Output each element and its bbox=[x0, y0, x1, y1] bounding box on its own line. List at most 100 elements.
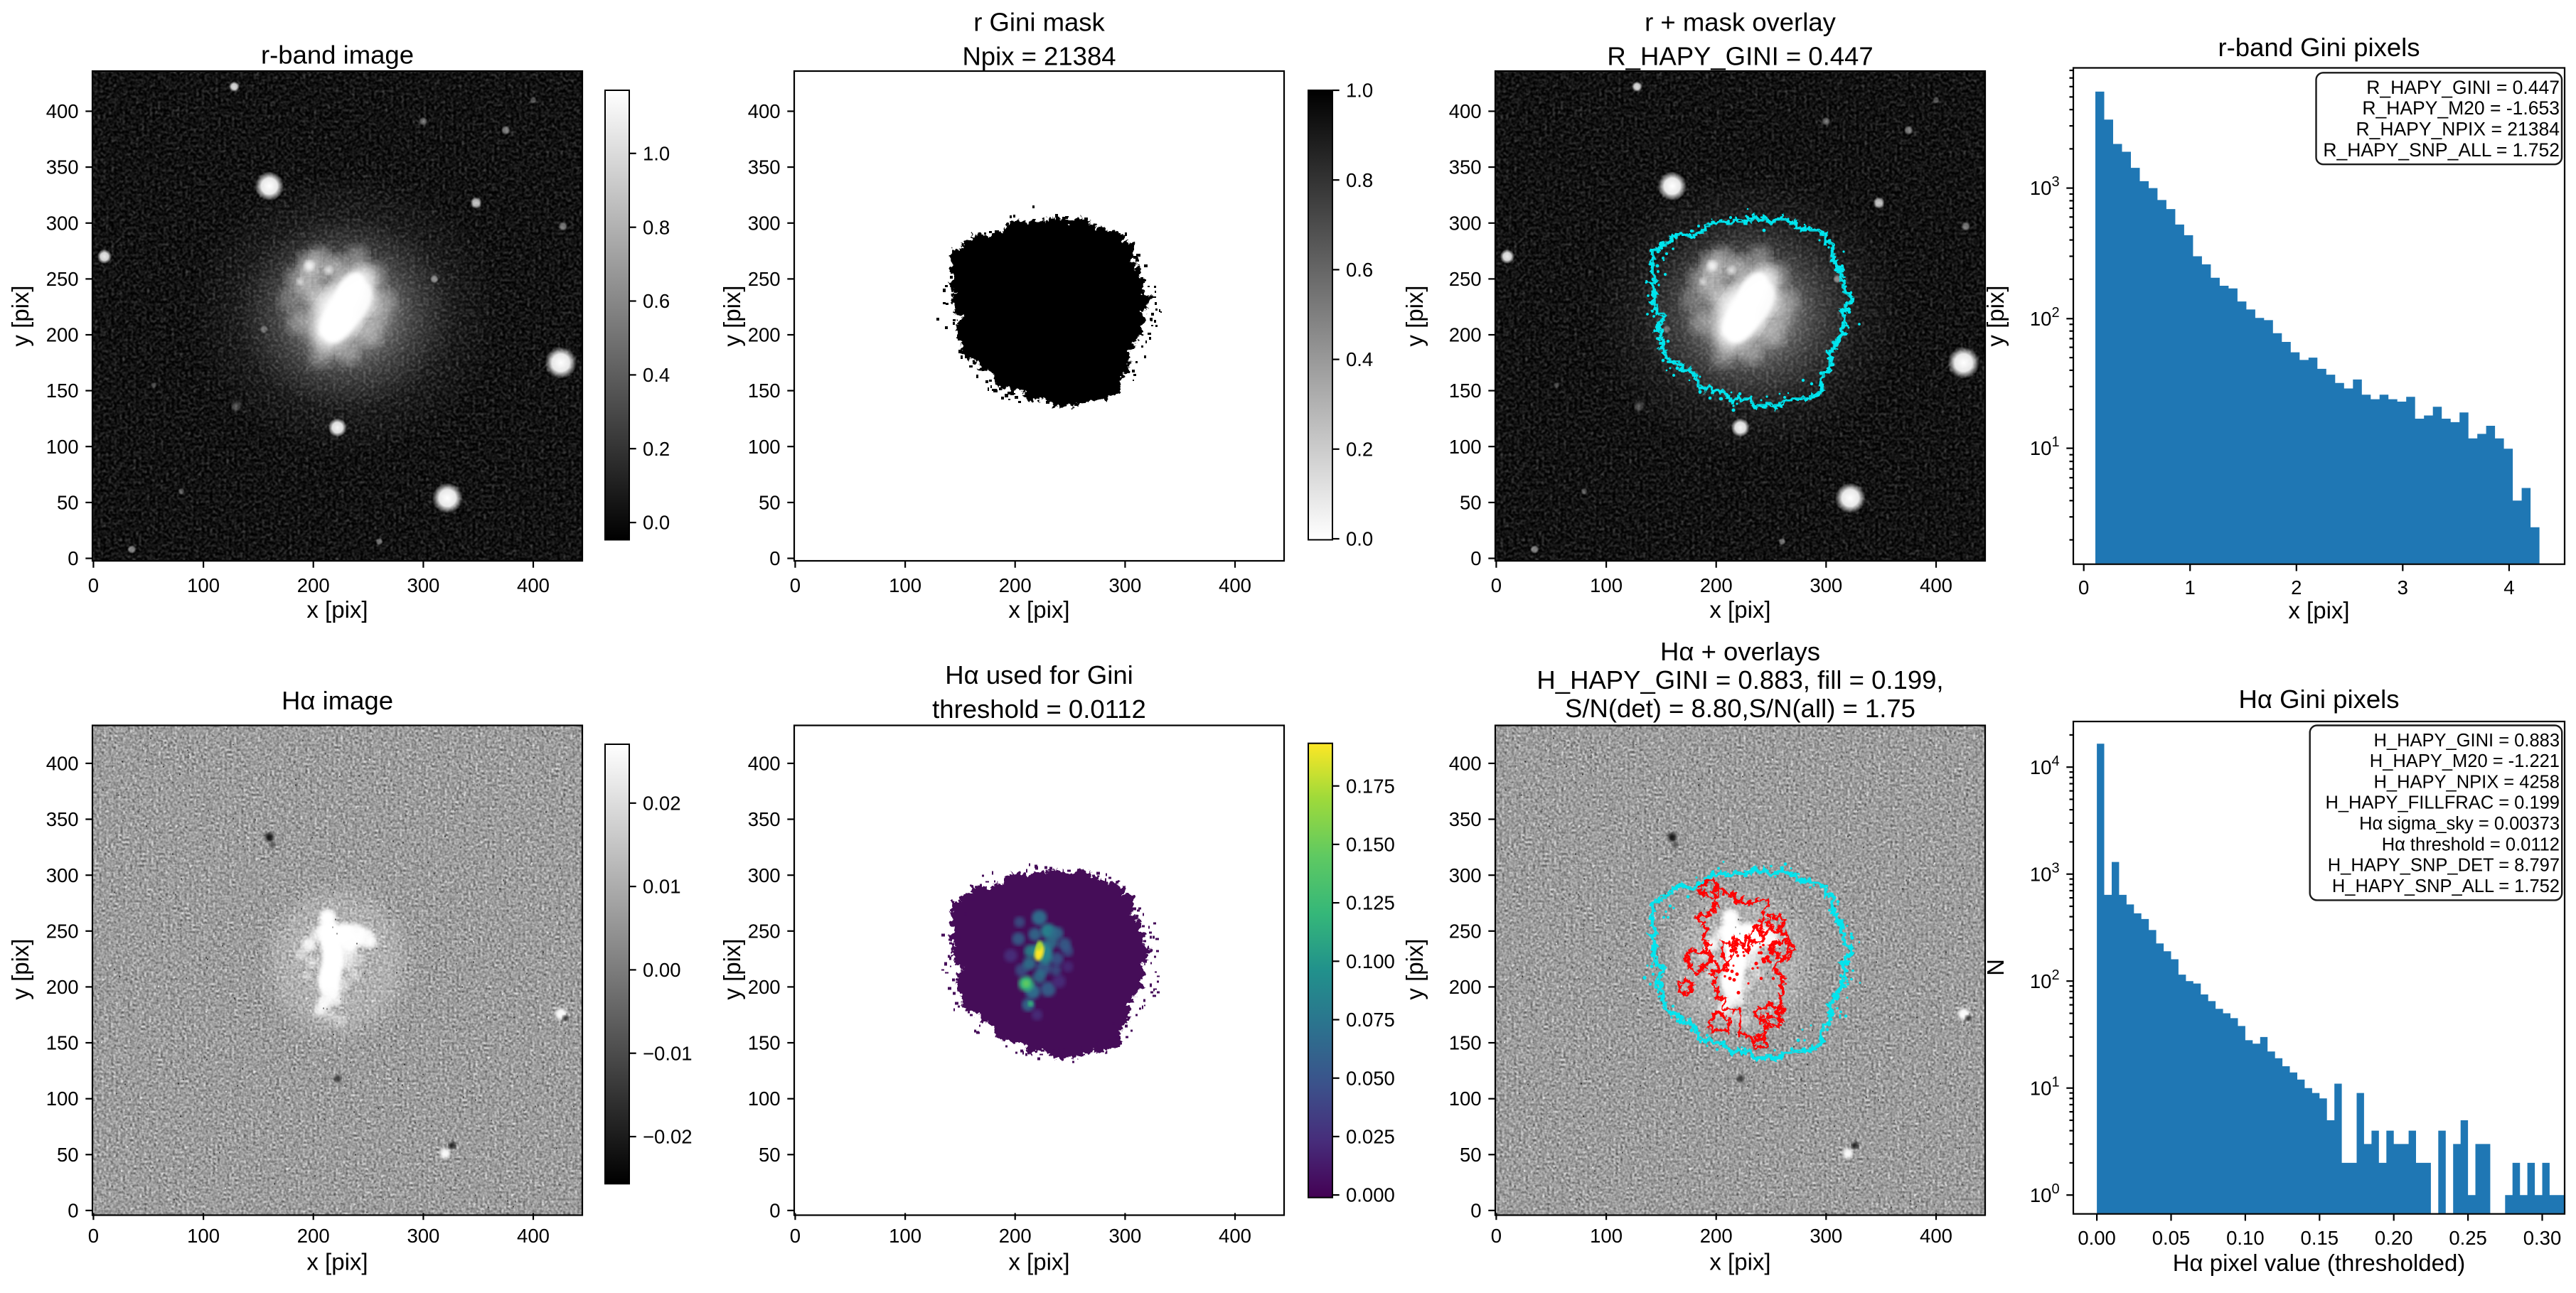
svg-text:y [pix]: y [pix] bbox=[7, 938, 33, 999]
svg-text:H_HAPY_NPIX = 4258: H_HAPY_NPIX = 4258 bbox=[2373, 772, 2560, 792]
svg-text:100: 100 bbox=[46, 1088, 79, 1110]
svg-text:x [pix]: x [pix] bbox=[1709, 1249, 1770, 1275]
svg-text:y [pix]: y [pix] bbox=[1401, 285, 1428, 346]
svg-text:100: 100 bbox=[889, 574, 921, 596]
svg-text:300: 300 bbox=[1449, 864, 1482, 886]
svg-text:200: 200 bbox=[1700, 574, 1733, 596]
svg-text:100: 100 bbox=[748, 1088, 781, 1110]
svg-text:r-band image: r-band image bbox=[261, 41, 414, 70]
svg-text:y [pix]: y [pix] bbox=[1982, 285, 2009, 346]
svg-text:0.0: 0.0 bbox=[643, 512, 670, 534]
svg-text:0.150: 0.150 bbox=[1346, 834, 1395, 856]
svg-text:0: 0 bbox=[88, 574, 99, 596]
svg-text:x [pix]: x [pix] bbox=[1008, 596, 1069, 623]
svg-text:H_HAPY_GINI = 0.883: H_HAPY_GINI = 0.883 bbox=[2373, 731, 2560, 751]
svg-text:S/N(det) = 8.80,S/N(all) = 1.7: S/N(det) = 8.80,S/N(all) = 1.75 bbox=[1565, 694, 1915, 723]
svg-text:H_HAPY_SNP_DET = 8.797: H_HAPY_SNP_DET = 8.797 bbox=[2328, 856, 2560, 876]
svg-text:400: 400 bbox=[1449, 100, 1482, 122]
svg-text:R_HAPY_SNP_ALL = 1.752: R_HAPY_SNP_ALL = 1.752 bbox=[2323, 139, 2560, 161]
svg-text:0.025: 0.025 bbox=[1346, 1126, 1395, 1148]
svg-text:200: 200 bbox=[297, 1225, 330, 1247]
svg-text:300: 300 bbox=[46, 864, 79, 886]
svg-text:150: 150 bbox=[46, 1032, 79, 1054]
svg-text:50: 50 bbox=[1460, 492, 1482, 514]
svg-text:0.02: 0.02 bbox=[643, 792, 681, 814]
svg-text:400: 400 bbox=[46, 100, 79, 122]
svg-text:350: 350 bbox=[46, 808, 79, 830]
svg-text:200: 200 bbox=[46, 976, 79, 998]
svg-text:200: 200 bbox=[999, 1225, 1032, 1247]
svg-text:0: 0 bbox=[88, 1225, 99, 1247]
svg-text:350: 350 bbox=[1449, 156, 1482, 178]
svg-text:400: 400 bbox=[1920, 1225, 1952, 1247]
svg-text:0: 0 bbox=[1491, 1225, 1502, 1247]
svg-text:H_HAPY_FILLFRAC = 0.199: H_HAPY_FILLFRAC = 0.199 bbox=[2325, 793, 2560, 813]
svg-text:250: 250 bbox=[1449, 268, 1482, 290]
svg-text:R_HAPY_NPIX = 21384: R_HAPY_NPIX = 21384 bbox=[2356, 119, 2560, 140]
svg-text:0: 0 bbox=[790, 574, 801, 596]
svg-text:0.2: 0.2 bbox=[1346, 438, 1373, 460]
svg-text:r-band Gini pixels: r-band Gini pixels bbox=[2218, 33, 2420, 62]
svg-text:300: 300 bbox=[1810, 574, 1842, 596]
svg-text:400: 400 bbox=[748, 753, 781, 775]
svg-text:300: 300 bbox=[1449, 212, 1482, 234]
svg-text:250: 250 bbox=[46, 268, 79, 290]
svg-text:R_HAPY_M20 = -1.653: R_HAPY_M20 = -1.653 bbox=[2362, 97, 2560, 119]
svg-text:0.6: 0.6 bbox=[643, 290, 670, 312]
svg-text:0: 0 bbox=[769, 547, 780, 569]
svg-text:150: 150 bbox=[1449, 380, 1482, 402]
svg-text:0.8: 0.8 bbox=[643, 216, 670, 238]
svg-text:250: 250 bbox=[748, 920, 781, 942]
svg-text:350: 350 bbox=[1449, 808, 1482, 830]
svg-text:100: 100 bbox=[889, 1225, 921, 1247]
svg-text:Hα + overlays: Hα + overlays bbox=[1660, 637, 1820, 666]
svg-text:300: 300 bbox=[748, 212, 781, 234]
svg-text:−0.01: −0.01 bbox=[643, 1042, 693, 1064]
svg-text:0.050: 0.050 bbox=[1346, 1067, 1395, 1089]
svg-text:Hα pixel value (thresholded): Hα pixel value (thresholded) bbox=[2173, 1250, 2466, 1276]
svg-text:300: 300 bbox=[407, 574, 439, 596]
svg-text:0.15: 0.15 bbox=[2301, 1227, 2339, 1249]
svg-text:200: 200 bbox=[748, 324, 781, 346]
svg-text:Hα used for Gini: Hα used for Gini bbox=[945, 660, 1133, 690]
svg-text:3: 3 bbox=[2398, 576, 2408, 599]
svg-text:1: 1 bbox=[2185, 576, 2196, 599]
svg-text:−0.02: −0.02 bbox=[643, 1126, 693, 1148]
svg-text:threshold = 0.0112: threshold = 0.0112 bbox=[932, 694, 1146, 724]
svg-text:H_HAPY_SNP_ALL = 1.752: H_HAPY_SNP_ALL = 1.752 bbox=[2332, 876, 2560, 896]
svg-text:300: 300 bbox=[46, 212, 79, 234]
svg-text:50: 50 bbox=[759, 492, 781, 514]
svg-text:2: 2 bbox=[2291, 576, 2302, 599]
svg-text:r Gini mask: r Gini mask bbox=[973, 8, 1105, 37]
svg-text:x [pix]: x [pix] bbox=[2288, 597, 2349, 623]
svg-text:0.00: 0.00 bbox=[2078, 1227, 2116, 1249]
svg-text:x [pix]: x [pix] bbox=[306, 596, 368, 623]
svg-text:x [pix]: x [pix] bbox=[306, 1249, 368, 1275]
svg-text:0.075: 0.075 bbox=[1346, 1009, 1395, 1031]
svg-text:0.4: 0.4 bbox=[643, 364, 670, 386]
svg-text:50: 50 bbox=[1460, 1144, 1482, 1166]
svg-text:350: 350 bbox=[46, 156, 79, 178]
svg-text:x [pix]: x [pix] bbox=[1008, 1249, 1069, 1275]
svg-text:200: 200 bbox=[748, 976, 781, 998]
svg-text:y [pix]: y [pix] bbox=[719, 938, 745, 999]
svg-text:350: 350 bbox=[748, 156, 781, 178]
svg-text:300: 300 bbox=[1108, 1225, 1141, 1247]
svg-text:50: 50 bbox=[759, 1144, 781, 1166]
svg-text:0: 0 bbox=[68, 1200, 78, 1222]
svg-text:0.2: 0.2 bbox=[643, 438, 670, 460]
svg-text:0.175: 0.175 bbox=[1346, 775, 1395, 797]
svg-text:N: N bbox=[1982, 959, 2009, 976]
svg-text:100: 100 bbox=[1449, 1088, 1482, 1110]
svg-text:0.10: 0.10 bbox=[2226, 1227, 2265, 1249]
svg-text:400: 400 bbox=[748, 100, 781, 122]
svg-text:300: 300 bbox=[1108, 574, 1141, 596]
svg-text:350: 350 bbox=[748, 808, 781, 830]
svg-text:0.8: 0.8 bbox=[1346, 169, 1373, 191]
svg-text:0: 0 bbox=[1470, 547, 1481, 569]
svg-text:100: 100 bbox=[187, 574, 220, 596]
svg-text:0.6: 0.6 bbox=[1346, 259, 1373, 281]
svg-text:r + mask overlay: r + mask overlay bbox=[1645, 8, 1837, 37]
svg-text:400: 400 bbox=[1219, 1225, 1251, 1247]
svg-text:150: 150 bbox=[1449, 1032, 1482, 1054]
